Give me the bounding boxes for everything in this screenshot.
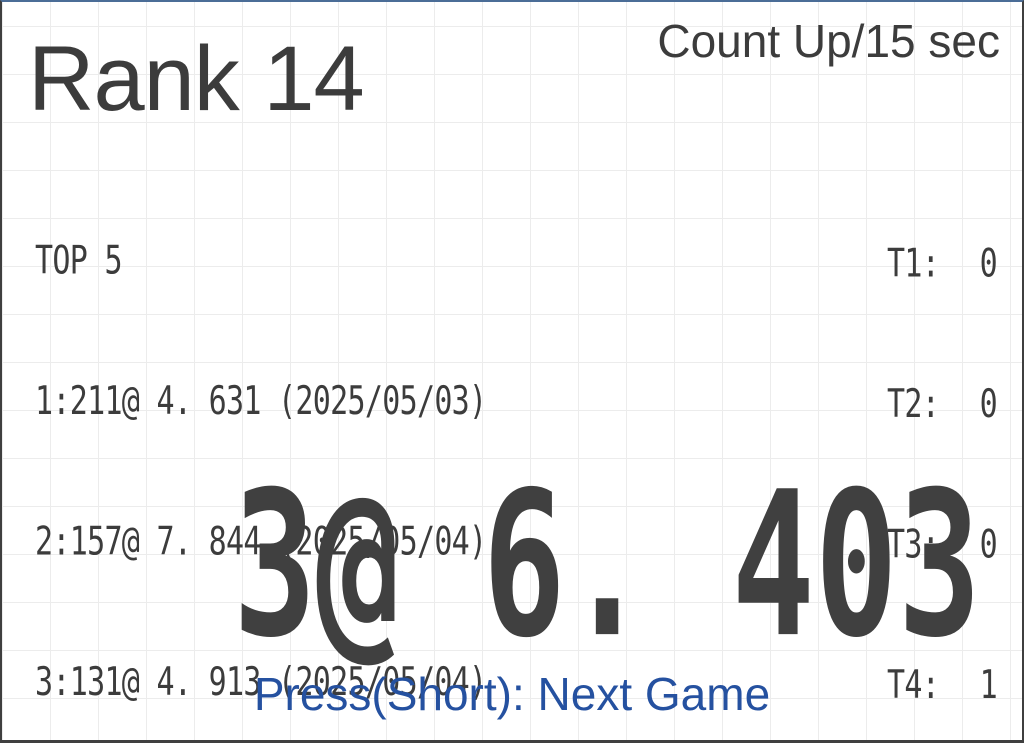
top5-entry-1: 1:211@ 4. 631 (2025/05/03) [35, 379, 487, 425]
target-row-t1: T1: 0 [887, 241, 998, 289]
top5-entry-3: 3:131@ 4. 913 (2025/05/04) [35, 659, 487, 706]
top5-entry-2: 2:157@ 7. 844 (2025/05/04) [35, 519, 487, 565]
target-value: 0 [979, 522, 998, 568]
target-value: 0 [979, 241, 998, 288]
button-hint: Press(Short): Next Game [253, 668, 771, 720]
top5-list: TOP 5 1:211@ 4. 631 (2025/05/03) 2:157@ … [35, 145, 487, 740]
target-row-t2: T2: 0 [887, 382, 998, 429]
target-row-t3: T3: 0 [887, 522, 998, 569]
target-value: 1 [979, 662, 998, 709]
page-title: Rank 14 [28, 28, 365, 130]
current-score-display: 3@ 6. 403 [233, 448, 981, 682]
game-mode-label: Count Up/15 sec [657, 15, 1000, 67]
target-row-t4: T4: 1 [887, 662, 998, 710]
top5-title: TOP 5 [35, 238, 123, 285]
target-label: T3: [887, 522, 940, 568]
target-counter-list: T1: 0 T2: 0 T3: 0 T4: 1 T5: 1 T6: 1 [887, 148, 998, 740]
target-label: T2: [887, 382, 940, 428]
target-label: T1: [887, 241, 940, 288]
target-label: T4: [887, 662, 940, 709]
target-value: 0 [979, 382, 998, 428]
